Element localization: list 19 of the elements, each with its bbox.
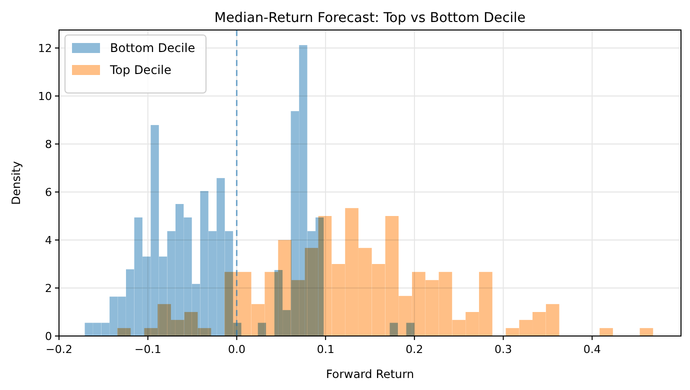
y-tick-label: 12 [38,42,52,55]
x-tick-label: 0.1 [316,343,334,356]
x-tick-label: 0.0 [228,343,246,356]
legend-label: Bottom Decile [110,41,196,55]
y-tick-label: 8 [45,138,52,151]
x-axis-title: Forward Return [326,367,414,381]
y-tick-label: 10 [38,90,52,103]
x-tick-label: −0.1 [134,343,162,356]
y-tick-label: 6 [45,186,52,199]
y-tick-label: 4 [45,234,52,247]
y-tick-label: 2 [45,282,52,295]
x-tick-label: 0.4 [583,343,601,356]
y-tick-label: 0 [45,330,52,343]
chart-title: Median-Return Forecast: Top vs Bottom Decile [214,10,526,26]
x-tick-label: 0.3 [494,343,512,356]
x-tick-label: 0.2 [406,343,424,356]
y-axis-title: Density [9,160,23,205]
x-tick-label: −0.2 [46,343,72,356]
legend-label: Top Decile [109,63,172,77]
